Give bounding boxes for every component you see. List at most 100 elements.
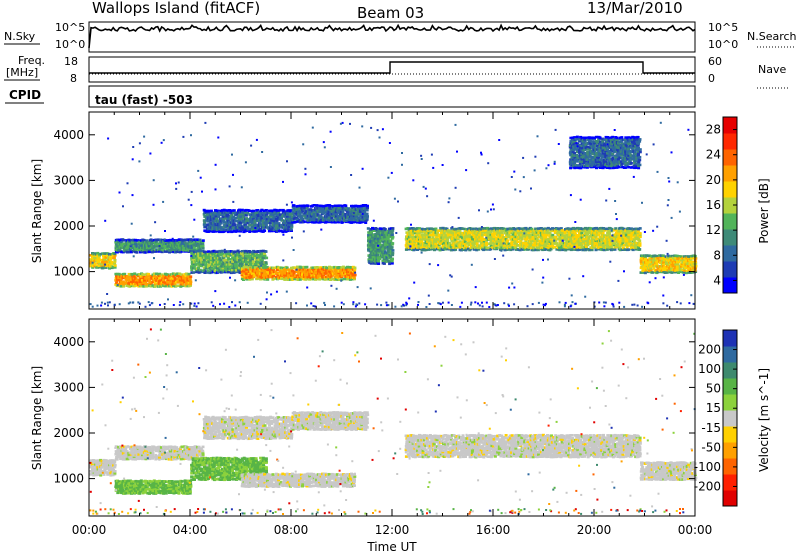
heatmap-cell — [354, 218, 358, 222]
heatmap-cell — [173, 282, 177, 286]
heatmap-cell — [320, 267, 324, 271]
heatmap-cell — [310, 271, 314, 275]
heatmap-cell — [376, 256, 380, 259]
heatmap-cell — [263, 217, 267, 220]
heatmap-cell — [421, 235, 425, 239]
heatmap-cell — [568, 144, 572, 147]
heatmap-cell — [244, 272, 248, 275]
heatmap-cell — [215, 217, 219, 220]
heatmap-cell — [414, 235, 418, 238]
heatmap-cell — [308, 274, 312, 278]
heatmap-cell — [596, 144, 600, 148]
heatmap-cell — [261, 268, 265, 272]
heatmap-cell — [222, 215, 226, 219]
heatmap-cell — [616, 233, 620, 237]
heatmap-cell — [295, 206, 299, 210]
heatmap-cell — [250, 218, 254, 221]
heatmap-cell — [218, 266, 222, 269]
heatmap-cell — [222, 213, 226, 217]
heatmap-cell — [302, 267, 306, 271]
heatmap-cell — [528, 233, 532, 237]
heatmap-cell — [239, 258, 243, 261]
heatmap-cell — [185, 242, 189, 245]
heatmap-cell — [377, 249, 381, 253]
heatmap-cell — [579, 160, 582, 163]
heatmap-cell — [632, 231, 636, 234]
heatmap-cell — [226, 213, 230, 216]
heatmap-cell — [553, 231, 557, 235]
nave-label: Nave — [758, 63, 786, 76]
heatmap-cell — [480, 229, 484, 232]
heatmap-cell — [250, 209, 254, 213]
heatmap-cell — [315, 218, 319, 221]
heatmap-cell — [115, 238, 119, 242]
heatmap-cell — [295, 208, 299, 211]
heatmap-cell — [333, 272, 337, 275]
heatmap-cell — [281, 266, 285, 270]
heatmap-cell — [180, 279, 184, 282]
heatmap-cell — [416, 237, 420, 241]
heatmap-cell — [383, 256, 387, 259]
heatmap-cell — [299, 266, 303, 269]
heatmap-cell — [638, 239, 642, 243]
heatmap-cell — [287, 213, 291, 216]
heatmap-cell — [353, 266, 357, 270]
heatmap-cell — [517, 237, 521, 240]
heatmap-cell — [380, 227, 384, 231]
heatmap-cell — [239, 256, 243, 260]
heatmap-cell — [201, 247, 205, 250]
heatmap-cell — [147, 277, 151, 280]
heatmap-cell — [299, 267, 303, 271]
heatmap-cell — [171, 272, 175, 275]
heatmap-cell — [601, 164, 605, 167]
heatmap-cell — [242, 219, 246, 223]
heatmap-cell — [517, 233, 521, 237]
heatmap-cell — [568, 160, 572, 164]
heatmap-cell — [455, 246, 459, 249]
heatmap-cell — [119, 282, 123, 285]
heatmap-cell — [222, 269, 226, 272]
heatmap-cell — [375, 249, 379, 252]
heatmap-cell — [476, 246, 480, 249]
heatmap-cell — [467, 239, 471, 242]
heatmap-cell — [280, 276, 284, 279]
heatmap-cell — [614, 143, 618, 147]
heatmap-cell — [593, 245, 597, 249]
heatmap-cell — [160, 284, 164, 287]
heatmap-cell — [610, 140, 613, 144]
heatmap-cell — [586, 239, 590, 243]
heatmap-cell — [263, 229, 267, 232]
heatmap-cell — [570, 239, 574, 243]
heatmap-cell — [566, 239, 570, 243]
heatmap-cell — [510, 235, 514, 239]
heatmap-cell — [287, 268, 291, 271]
heatmap-cell — [374, 233, 378, 236]
heatmap-cell — [371, 243, 375, 247]
heatmap-cell — [427, 235, 431, 238]
heatmap-cell — [174, 248, 178, 251]
heatmap-cell — [260, 260, 264, 263]
heatmap-cell — [372, 229, 376, 232]
heatmap-cell — [607, 231, 611, 235]
heatmap-cell — [624, 244, 628, 247]
heatmap-cell — [218, 260, 222, 264]
heatmap-cell — [609, 149, 612, 153]
heatmap-cell — [334, 210, 338, 214]
heatmap-cell — [243, 227, 247, 230]
heatmap-cell — [245, 217, 249, 220]
heatmap-cell — [615, 240, 619, 243]
heatmap-cell — [480, 241, 484, 245]
heatmap-cell — [121, 280, 125, 283]
heatmap-cell — [201, 254, 205, 258]
heatmap-cell — [637, 246, 641, 249]
heatmap-cell — [391, 249, 395, 252]
heatmap-cell — [390, 246, 394, 249]
heatmap-cell — [108, 262, 112, 266]
heatmap-cell — [253, 230, 257, 233]
heatmap-cell — [536, 248, 540, 252]
heatmap-cell — [568, 231, 572, 235]
heatmap-cell — [244, 214, 248, 217]
heatmap-cell — [254, 223, 258, 227]
heatmap-cell — [603, 239, 607, 243]
